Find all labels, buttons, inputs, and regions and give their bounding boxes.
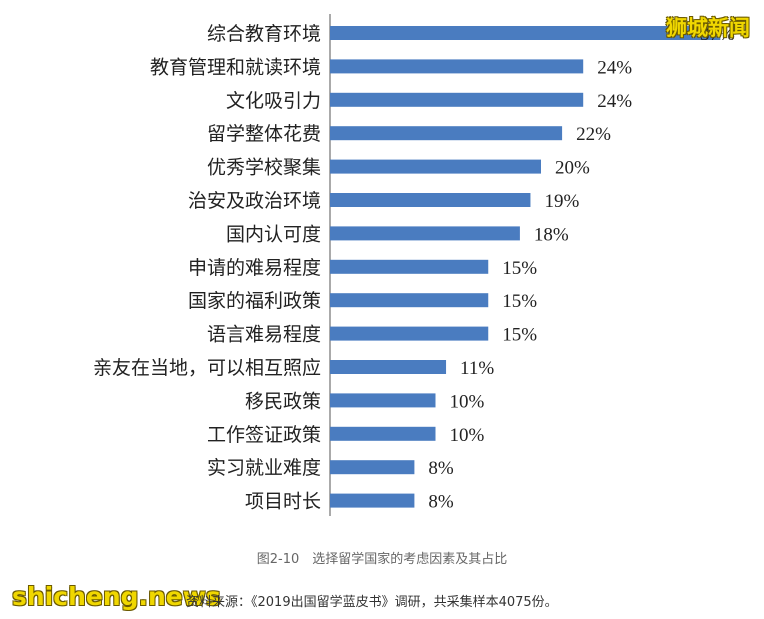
- figure-caption: 图2-10 选择留学国家的考虑因素及其占比: [256, 552, 508, 567]
- value-label: 8%: [428, 458, 454, 479]
- bar: [330, 393, 436, 408]
- value-label: 18%: [534, 224, 569, 245]
- category-label: 申请的难易程度: [188, 257, 321, 279]
- value-label: 11%: [460, 358, 494, 379]
- value-label: 15%: [502, 325, 537, 346]
- category-label: 国内认可度: [226, 223, 321, 245]
- bar: [330, 159, 541, 174]
- value-label: 24%: [597, 57, 632, 78]
- bar: [330, 360, 447, 374]
- bar: [330, 59, 584, 74]
- watermark-logo-bottom: shicheng.news: [12, 582, 221, 611]
- category-label: 语言难易程度: [207, 324, 321, 346]
- category-label: 优秀学校聚集: [207, 157, 321, 179]
- category-label: 治安及政治环境: [188, 190, 321, 212]
- value-label: 24%: [597, 91, 632, 112]
- value-label: 15%: [502, 291, 537, 312]
- category-label: 实习就业难度: [207, 457, 321, 479]
- category-label: 项目时长: [245, 491, 321, 513]
- category-label: 国家的福利政策: [188, 290, 321, 312]
- bar: [330, 126, 563, 141]
- value-label: 10%: [450, 425, 485, 446]
- bar: [330, 226, 520, 241]
- category-label: 教育管理和就读环境: [150, 56, 321, 78]
- bar: [330, 26, 721, 40]
- category-label: 文化吸引力: [226, 90, 321, 112]
- value-label: 22%: [576, 124, 611, 145]
- bar: [330, 92, 584, 107]
- value-label: 20%: [555, 158, 590, 179]
- bar: [330, 259, 489, 274]
- category-label: 留学整体花费: [207, 123, 321, 145]
- value-label: 19%: [544, 191, 579, 212]
- bar: [330, 493, 415, 508]
- bar: [330, 293, 489, 308]
- category-label: 综合教育环境: [207, 23, 321, 45]
- bar: [330, 426, 436, 441]
- value-label: 15%: [502, 258, 537, 279]
- bar: [330, 193, 531, 207]
- category-label: 工作签证政策: [207, 424, 321, 446]
- bar: [330, 460, 415, 475]
- data-source-note: 资料来源：《2019出国留学蓝皮书》调研，共采集样本4075份。: [186, 595, 558, 610]
- watermark-logo-top: 狮城新闻: [666, 16, 750, 40]
- value-label: 37%: [700, 24, 735, 45]
- category-label: 移民政策: [245, 390, 321, 412]
- category-label: 亲友在当地，可以相互照应: [93, 357, 321, 379]
- value-label: 10%: [450, 391, 485, 412]
- bar-chart: 综合教育环境 37% 教育管理和就读环境 24% 文化吸引力 24% 留学整体花费 22% 优秀…: [93, 14, 735, 516]
- bar: [330, 326, 489, 341]
- value-label: 8%: [428, 492, 454, 513]
